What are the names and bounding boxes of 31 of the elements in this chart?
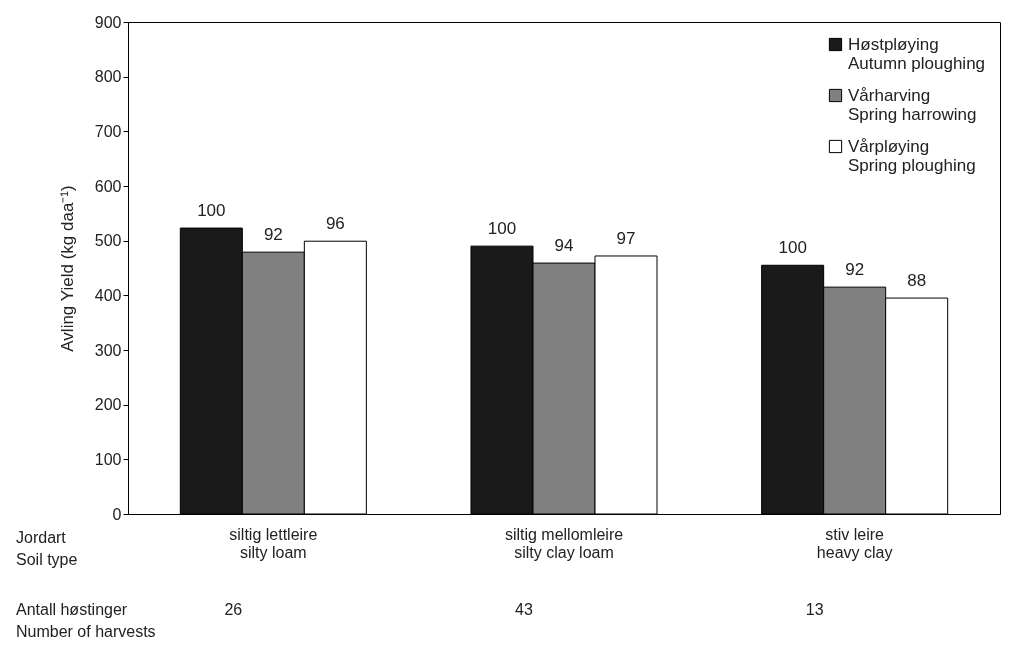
y-tick-label: 700	[94, 122, 122, 140]
y-tick-label: 300	[94, 341, 122, 359]
y-tick-label: 0	[112, 505, 122, 523]
text: 13	[805, 601, 824, 618]
y-tick-label: 900	[94, 13, 122, 31]
annotation: 92	[845, 260, 865, 280]
y-tick-label: 400	[94, 286, 122, 304]
x-tick-label: siltig lettleire silty loam	[229, 525, 318, 561]
y-tick-label: 200	[94, 396, 122, 414]
text: 43	[515, 601, 533, 618]
text: 26	[224, 601, 243, 618]
annotation: 100	[778, 238, 807, 258]
y-tick-label: 800	[94, 68, 122, 86]
y-tick-label: 500	[94, 232, 122, 250]
annotation: 100	[197, 201, 226, 221]
y-tick-label: 100	[94, 450, 122, 468]
text: Jordart Soil type	[16, 529, 78, 568]
x-tick-label: siltig mellomleire silty clay loam	[504, 525, 624, 561]
x-tick-label: stiv leire heavy clay	[816, 525, 893, 561]
legend-label: Vårharving Spring harrowing	[848, 85, 977, 124]
annotation: 94	[554, 236, 574, 256]
annotation: 88	[907, 271, 927, 291]
annotation: 97	[616, 228, 636, 248]
y-axis-title: Avling Yield (kg daa⁻¹)	[57, 185, 77, 352]
annotation: 92	[263, 225, 283, 245]
legend-label: Høstpløying Autumn ploughing	[848, 34, 986, 73]
annotation: 96	[325, 214, 345, 234]
legend-label: Vårpløying Spring ploughing	[848, 136, 976, 175]
annotation: 100	[487, 219, 517, 239]
text: Antall høstinger Number of harvests	[16, 601, 156, 640]
y-tick-label: 600	[94, 177, 122, 195]
